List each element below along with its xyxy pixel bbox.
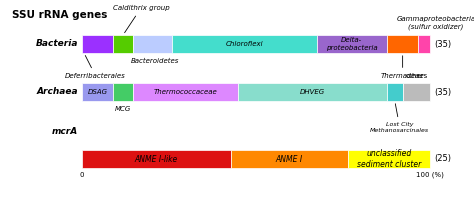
Text: Archaea: Archaea	[36, 88, 78, 97]
Text: Thermococcaceae: Thermococcaceae	[154, 89, 218, 95]
Bar	[402, 83, 430, 101]
Bar	[387, 83, 402, 101]
Bar	[82, 83, 113, 101]
Bar	[418, 35, 430, 53]
Text: Thermaceae: Thermaceae	[381, 56, 424, 79]
Text: Bacteria: Bacteria	[36, 39, 78, 49]
Bar	[113, 35, 133, 53]
Bar	[113, 83, 133, 101]
Text: 100 (%): 100 (%)	[416, 172, 444, 179]
Bar	[133, 83, 238, 101]
Text: Lost City
Methanosarcinales: Lost City Methanosarcinales	[370, 104, 429, 133]
Bar	[82, 35, 113, 53]
Bar	[133, 35, 172, 53]
Bar	[172, 35, 317, 53]
Bar	[317, 35, 387, 53]
Text: Caldithrix group: Caldithrix group	[113, 5, 169, 33]
Text: DSAG: DSAG	[88, 89, 108, 95]
Text: MCG: MCG	[115, 106, 131, 112]
Text: Gammaproteobacteria
(sulfur oxidizer): Gammaproteobacteria (sulfur oxidizer)	[397, 16, 474, 30]
Text: (35): (35)	[434, 88, 451, 97]
Bar	[238, 83, 387, 101]
Bar	[387, 35, 418, 53]
Text: 0: 0	[80, 172, 84, 178]
Text: Chloroflexi: Chloroflexi	[226, 41, 263, 47]
Bar	[82, 150, 230, 168]
Text: unclassified
sediment cluster: unclassified sediment cluster	[357, 149, 421, 169]
Text: ANME I-like: ANME I-like	[135, 154, 178, 164]
Bar	[230, 150, 348, 168]
Text: others: others	[405, 73, 428, 79]
Text: Deferribacterales: Deferribacterales	[65, 56, 126, 79]
Text: SSU rRNA genes: SSU rRNA genes	[12, 10, 108, 20]
Text: ANME I: ANME I	[276, 154, 303, 164]
Bar	[348, 150, 430, 168]
Text: DHVEG: DHVEG	[300, 89, 325, 95]
Text: mcrA: mcrA	[52, 127, 78, 136]
Text: Delta-
proteobacteria: Delta- proteobacteria	[326, 37, 378, 51]
Text: (25): (25)	[434, 154, 451, 164]
Text: (35): (35)	[434, 39, 451, 49]
Text: Bacteroidetes: Bacteroidetes	[131, 58, 180, 64]
